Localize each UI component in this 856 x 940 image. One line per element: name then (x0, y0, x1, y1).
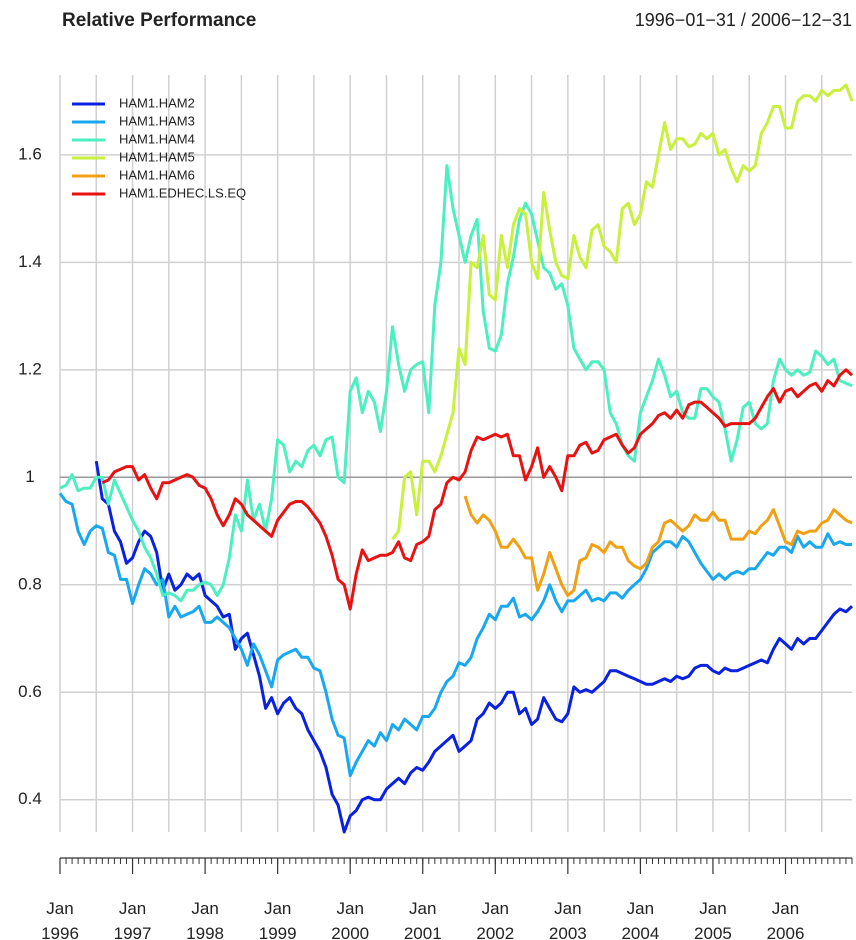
y-tick-label: 0.6 (18, 682, 42, 701)
legend-label: HAM1.HAM6 (119, 167, 195, 182)
y-tick-label: 0.8 (18, 574, 42, 593)
series-line (59, 164, 853, 603)
y-tick-label: 1.2 (18, 359, 42, 378)
y-tick-label: 1.6 (18, 144, 42, 163)
series-line (94, 460, 854, 834)
series-line (391, 83, 854, 541)
y-tick-label: 0.4 (18, 789, 42, 808)
legend-label: HAM1.HAM2 (119, 95, 195, 110)
legend-label: HAM1.EDHEC.LS.EQ (119, 185, 246, 200)
x-tick-label: Jan 2002 (476, 899, 514, 940)
x-tick-label: Jan 1998 (186, 899, 224, 940)
date-range: 1996−01−31 / 2006−12−31 (635, 10, 852, 30)
series-line (463, 495, 853, 597)
x-tick-label: Jan 2004 (621, 899, 659, 940)
series-line (101, 368, 854, 611)
legend-label: HAM1.HAM3 (119, 113, 195, 128)
x-tick-label: Jan 2003 (549, 899, 587, 940)
x-tick-label: Jan 1999 (259, 899, 297, 940)
x-tick-label: Jan 2005 (694, 899, 732, 940)
x-tick-label: Jan 1997 (114, 899, 152, 940)
x-tick-label: Jan 2006 (767, 899, 805, 940)
y-tick-label: 1 (25, 467, 34, 486)
x-tick-label: Jan 1996 (41, 899, 79, 940)
legend-label: HAM1.HAM5 (119, 149, 195, 164)
series-line (58, 492, 852, 778)
x-tick-label: Jan 2000 (331, 899, 369, 940)
legend-label: HAM1.HAM4 (119, 131, 195, 146)
x-tick-label: Jan 2001 (404, 899, 442, 940)
chart-title: Relative Performance (62, 10, 256, 31)
y-tick-label: 1.4 (18, 252, 42, 271)
